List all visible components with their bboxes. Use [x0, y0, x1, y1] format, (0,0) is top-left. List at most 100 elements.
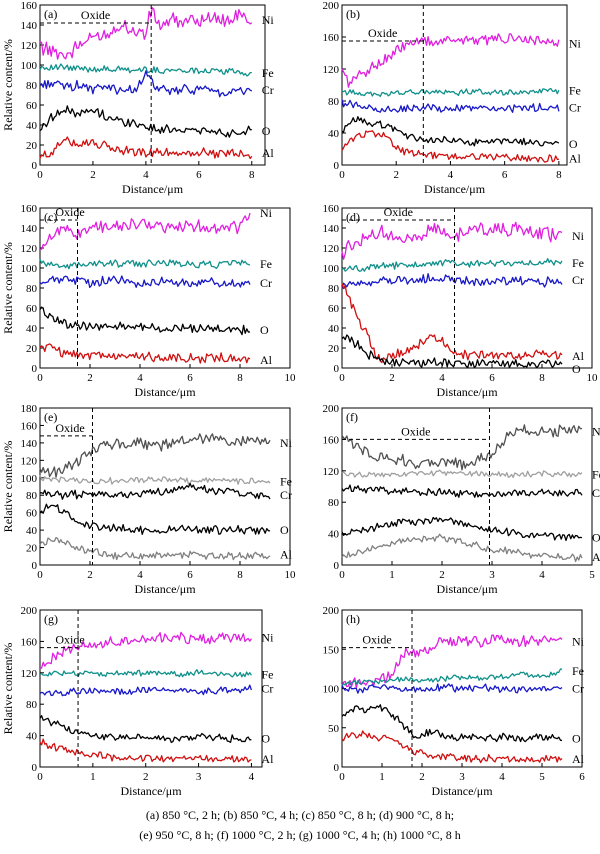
y-tick-label: 160	[323, 203, 340, 215]
series-line-o	[39, 105, 252, 138]
x-tick-label: 2	[389, 372, 395, 384]
series-line-fe	[39, 475, 271, 485]
series-label-fe: Fe	[572, 256, 584, 270]
series-line-cr	[39, 482, 271, 500]
y-tick-label: 40	[328, 529, 340, 541]
series-line-fe	[341, 469, 583, 479]
x-tick-label: 2	[87, 569, 93, 581]
chart-panel-3: 0 20 40 60 80 100 120 140 160 0 2 4 6 8 10 Distance/μm R…	[1, 203, 296, 399]
y-tick-label: 140	[323, 223, 340, 235]
y-tick-label: 120	[21, 40, 38, 52]
y-tick-label: 50	[328, 723, 340, 735]
series-label-o: O	[592, 531, 600, 545]
y-tick-label: 80	[328, 96, 340, 108]
series-line-cr	[341, 99, 560, 113]
y-tick-label: 80	[26, 283, 38, 295]
y-tick-label: 200	[21, 605, 38, 617]
y-tick-label: 80	[328, 497, 340, 509]
x-tick-label: 4	[448, 169, 454, 181]
y-tick-label: 160	[21, 203, 38, 215]
series-label-ni: Ni	[260, 206, 273, 220]
y-tick-label: 0	[334, 363, 340, 375]
series-line-o	[39, 503, 271, 535]
y-tick-label: 40	[328, 128, 340, 140]
series-line-ni	[341, 33, 560, 88]
oxide-annotation: Oxide	[81, 8, 110, 22]
y-tick-label: 0	[334, 560, 340, 572]
series-line-fe	[39, 669, 252, 678]
y-tick-label: 160	[323, 434, 340, 446]
series-line-fe	[39, 259, 251, 270]
y-tick-label: 100	[21, 60, 38, 72]
x-tick-label: 2	[393, 169, 399, 181]
series-label-al: Al	[592, 550, 600, 564]
series-line-ni	[39, 212, 251, 250]
x-tick-label: 1	[379, 771, 385, 783]
x-tick-label: 6	[489, 372, 495, 384]
series-label-ni: Ni	[261, 630, 274, 644]
x-tick-label: 0	[37, 372, 43, 384]
series-label-ni: Ni	[280, 436, 293, 450]
series-label-fe: Fe	[280, 474, 292, 488]
caption-line-1: (a) 850 °C, 2 h; (b) 850 °C, 4 h; (c) 85…	[145, 808, 455, 822]
x-tick-label: 3	[196, 771, 202, 783]
series-line-al	[39, 343, 251, 364]
series-line-ni	[39, 7, 253, 60]
series-line-cr	[39, 275, 251, 289]
x-tick-label: 2	[90, 169, 96, 181]
x-tick-label: 3	[459, 771, 465, 783]
x-tick-label: 8	[249, 169, 255, 181]
series-label-cr: Cr	[261, 682, 273, 696]
series-line-fe	[341, 258, 563, 272]
x-tick-label: 6	[187, 569, 193, 581]
x-tick-label: 0	[37, 169, 43, 181]
x-tick-label: 8	[539, 372, 545, 384]
series-line-ni	[341, 634, 563, 689]
y-tick-label: 40	[26, 323, 38, 335]
panel-label: (d)	[346, 210, 360, 224]
oxide-annotation: Oxide	[368, 26, 397, 40]
chart-panel-2: 0 40 80 120 160 200 0 2 4 6 8 Distance/μm (b) Ni Fe Cr O…	[323, 0, 582, 196]
y-tick-label: 60	[328, 303, 340, 315]
series-line-cr	[39, 684, 253, 697]
y-tick-label: 180	[21, 403, 38, 415]
chart-panel-4: 0 20 40 60 80 100 120 140 160 0 2 4 6 8 10 Distance/μm (…	[323, 203, 599, 399]
x-axis-label: Distance/μm	[122, 182, 184, 196]
series-label-fe: Fe	[260, 257, 272, 271]
y-tick-label: 100	[21, 263, 38, 275]
series-line-cr	[341, 683, 563, 694]
y-tick-label: 40	[26, 731, 38, 743]
x-tick-label: 4	[249, 771, 255, 783]
chart-panel-7: 0 40 80 120 160 200 0 1 2 3 4 Distance/μm Relative c…	[1, 605, 274, 798]
y-tick-label: 0	[32, 762, 38, 774]
x-tick-label: 4	[539, 569, 545, 581]
y-tick-label: 40	[328, 323, 340, 335]
x-tick-label: 0	[339, 569, 345, 581]
series-line-fe	[341, 87, 560, 98]
figure-caption: (a) 850 °C, 2 h; (b) 850 °C, 4 h; (c) 85…	[0, 805, 600, 845]
series-label-cr: Cr	[262, 83, 274, 97]
y-axis-label: Relative content/%	[1, 441, 15, 533]
series-line-cr	[341, 273, 563, 289]
y-tick-label: 160	[21, 420, 38, 432]
series-line-al	[341, 130, 559, 163]
oxide-annotation: Oxide	[401, 424, 430, 438]
series-label-o: O	[572, 732, 581, 746]
x-tick-label: 2	[143, 771, 149, 783]
x-tick-label: 10	[587, 372, 599, 384]
chart-panel-1: 0 20 40 60 80 100 120 140 160 0 2 4 6 8 Distance/μm Rel…	[1, 0, 274, 196]
series-line-cr	[341, 484, 583, 498]
series-line-ni	[341, 424, 583, 471]
plot-frame	[341, 407, 593, 566]
series-label-ni: Ni	[569, 36, 582, 50]
y-tick-label: 150	[323, 644, 340, 656]
x-tick-label: 6	[579, 771, 585, 783]
y-tick-label: 0	[334, 160, 340, 172]
caption-line-2: (e) 950 °C, 8 h; (f) 1000 °C, 2 h; (g) 1…	[139, 828, 461, 842]
series-label-o: O	[261, 732, 270, 746]
y-tick-label: 20	[26, 140, 38, 152]
y-tick-label: 0	[334, 762, 340, 774]
series-line-fe	[39, 63, 252, 77]
series-label-fe: Fe	[572, 664, 584, 678]
